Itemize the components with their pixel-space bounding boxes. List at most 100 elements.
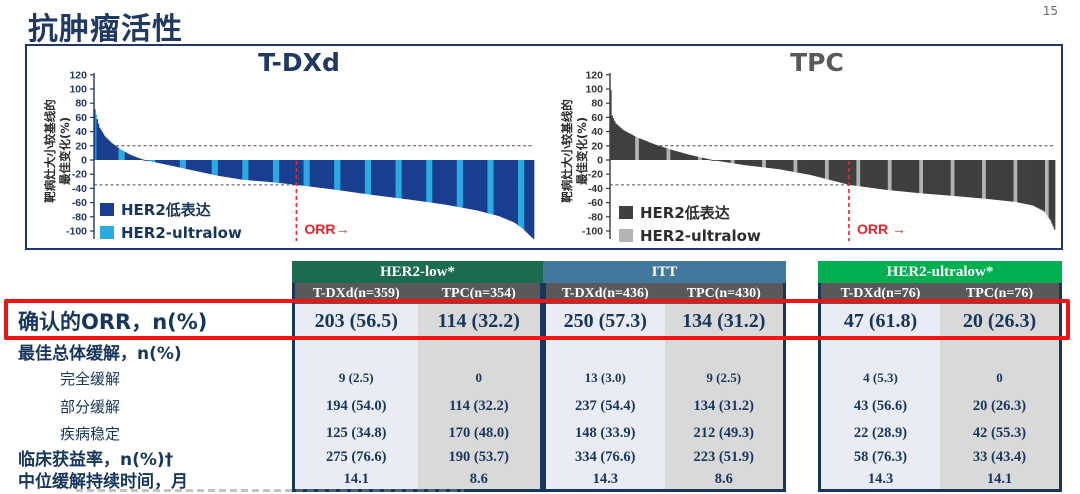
waterfall-bar (524, 160, 526, 231)
table-cell: 20 (26.3) (940, 304, 1059, 338)
waterfall-bar (1002, 160, 1004, 201)
waterfall-bar (948, 160, 950, 196)
y-tick-label: 20 (75, 140, 87, 152)
waterfall-bar-ultralow (339, 160, 341, 191)
waterfall-bar (394, 160, 396, 198)
y-axis-label-line1: 靶病灶大小较基线的 (43, 99, 57, 203)
waterfall-bar (412, 160, 415, 201)
waterfall-bar (377, 160, 379, 196)
waterfall-bar (384, 160, 387, 197)
waterfall-bar (173, 160, 176, 167)
waterfall-bar (679, 152, 681, 160)
waterfall-bar (357, 160, 360, 193)
waterfall-bar (199, 160, 201, 172)
waterfall-bar (296, 160, 298, 185)
y-tick-label: 100 (69, 84, 87, 96)
waterfall-bar (248, 160, 251, 181)
waterfall-bar (818, 160, 821, 178)
waterfall-bar (680, 152, 683, 160)
legend-tdxd: HER2低表达 HER2-ultralow (100, 198, 242, 244)
waterfall-bar (324, 160, 326, 189)
waterfall-bar (193, 160, 195, 171)
waterfall-bar (1042, 160, 1045, 211)
table-row-label: 确认的ORR，n(%) (18, 310, 208, 334)
waterfall-bar (391, 160, 394, 198)
table-group-1: HER2-low* T-DXd(n=359) TPC(n=354) 203 (56.5… (292, 261, 543, 492)
waterfall-bar (770, 160, 773, 169)
waterfall-bar (220, 160, 222, 177)
waterfall-bar (314, 160, 317, 188)
waterfall-bar (817, 160, 820, 177)
waterfall-bar (1033, 160, 1036, 207)
waterfall-bar (370, 160, 373, 195)
waterfall-bar (203, 160, 205, 173)
waterfall-bar (344, 160, 346, 192)
waterfall-bar-ultralow (242, 160, 244, 180)
waterfall-bar (1028, 160, 1031, 205)
legend-item-her2-ultralow: HER2-ultralow (100, 221, 242, 244)
waterfall-bar (659, 146, 661, 160)
waterfall-bar (206, 160, 209, 174)
waterfall-bar (196, 160, 199, 172)
waterfall-bar (438, 160, 440, 204)
waterfall-bar (708, 159, 710, 160)
waterfall-bar (897, 160, 900, 192)
table-cell: 275 (76.6) (295, 446, 418, 469)
her2-ultralow-swatch-icon (619, 229, 633, 242)
waterfall-bar (977, 160, 979, 199)
waterfall-bar (417, 160, 420, 201)
waterfall-bar (405, 160, 407, 200)
waterfall-bar (626, 132, 628, 160)
waterfall-bar (851, 160, 853, 186)
waterfall-bar (382, 160, 384, 197)
waterfall-bar (808, 160, 811, 175)
waterfall-bar (234, 160, 237, 179)
y-axis-label-tpc: 靶病灶大小较基线的 最佳变化(%) (560, 66, 594, 236)
orr-arrow-label: ORR → (857, 221, 906, 237)
waterfall-bar (946, 160, 949, 196)
waterfall-bar (94, 109, 96, 160)
legend-item-her2-low: HER2低表达 (619, 201, 761, 224)
waterfall-bar (160, 160, 162, 164)
waterfall-bar (894, 160, 896, 191)
waterfall-bar (670, 149, 672, 160)
waterfall-bar (768, 160, 770, 169)
waterfall-bar (481, 160, 483, 212)
group-header: HER2-low* (292, 261, 543, 283)
waterfall-bar (801, 160, 803, 174)
waterfall-bar (725, 160, 728, 163)
waterfall-bar (828, 160, 831, 180)
waterfall-bar (721, 160, 724, 162)
table-row: 250 (57.3) 134 (31.2) (546, 304, 783, 338)
waterfall-bar-ultralow (889, 160, 891, 191)
waterfall-bar (298, 160, 301, 186)
waterfall-bar (661, 146, 664, 160)
waterfall-bar (129, 154, 132, 160)
table-row-label: 部分缓解 (60, 397, 121, 416)
waterfall-bar (671, 150, 674, 160)
waterfall-bar (917, 160, 920, 194)
waterfall-bar (988, 160, 990, 200)
table-row: 334 (76.6) 223 (51.9) (546, 446, 783, 469)
waterfall-bar (362, 160, 364, 194)
waterfall-bar (1053, 160, 1056, 230)
waterfall-bar (445, 160, 448, 205)
waterfall-bar (346, 160, 349, 192)
waterfall-bar (852, 160, 855, 186)
subheader-cell: TPC(n=430) (686, 285, 761, 301)
waterfall-bar-ultralow (152, 160, 155, 162)
y-tick-label: 80 (591, 98, 603, 110)
waterfall-bar (374, 160, 377, 196)
her2-ultralow-swatch-icon (100, 226, 114, 239)
waterfall-bar (840, 160, 842, 183)
waterfall-bar-ultralow (335, 160, 338, 190)
waterfall-bar (1007, 160, 1009, 202)
waterfall-bar (884, 160, 886, 190)
waterfall-bar (319, 160, 322, 188)
waterfall-bar (873, 160, 876, 189)
table-row: 203 (56.5) 114 (32.2) (295, 304, 540, 338)
waterfall-bar (1031, 160, 1033, 206)
waterfall-bar-ultralow (520, 160, 523, 228)
waterfall-bar (450, 160, 453, 206)
